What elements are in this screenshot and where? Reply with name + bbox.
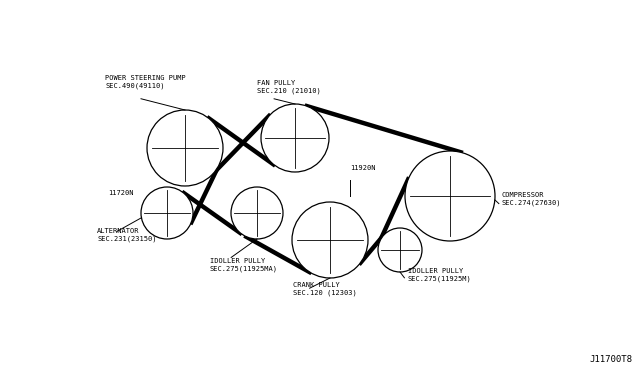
Text: ALTERNATOR
SEC.231(23150): ALTERNATOR SEC.231(23150) bbox=[97, 228, 157, 242]
Circle shape bbox=[292, 202, 368, 278]
Text: IDOLLER PULLY
SEC.275(11925MA): IDOLLER PULLY SEC.275(11925MA) bbox=[210, 258, 278, 272]
Circle shape bbox=[378, 228, 422, 272]
Text: CRANK PULLY
SEC.120 (12303): CRANK PULLY SEC.120 (12303) bbox=[293, 282, 356, 296]
Text: POWER STEERING PUMP
SEC.490(49110): POWER STEERING PUMP SEC.490(49110) bbox=[105, 75, 186, 89]
Circle shape bbox=[261, 104, 329, 172]
Circle shape bbox=[147, 110, 223, 186]
Text: J11700T8: J11700T8 bbox=[589, 355, 632, 364]
Text: IDOLLER PULLY
SEC.275(11925M): IDOLLER PULLY SEC.275(11925M) bbox=[408, 268, 472, 282]
Text: 11920N: 11920N bbox=[350, 165, 376, 171]
Circle shape bbox=[141, 187, 193, 239]
Text: 11720N: 11720N bbox=[108, 190, 134, 196]
Circle shape bbox=[231, 187, 283, 239]
Text: FAN PULLY
SEC.210 (21010): FAN PULLY SEC.210 (21010) bbox=[257, 80, 321, 94]
Circle shape bbox=[405, 151, 495, 241]
Text: COMPRESSOR
SEC.274(27630): COMPRESSOR SEC.274(27630) bbox=[502, 192, 561, 206]
